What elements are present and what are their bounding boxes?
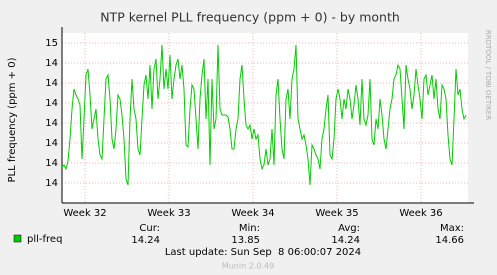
- footer: Munin 2.0.49: [222, 262, 274, 271]
- y-tick-label: 14: [45, 118, 58, 129]
- x-tick-label: Week 36: [399, 208, 442, 219]
- stat-value: 14.66: [435, 235, 464, 246]
- y-tick-label: 14: [45, 58, 58, 69]
- last-update: Last update: Sun Sep 8 06:00:07 2024: [165, 247, 361, 258]
- y-tick-label: 14: [45, 178, 58, 189]
- plot-area: [62, 33, 468, 203]
- legend-swatch: [13, 234, 22, 243]
- data-line: [61, 44, 467, 186]
- x-tick-label: Week 35: [315, 208, 358, 219]
- y-axis-label: PLL frequency (ppm + 0): [7, 57, 18, 182]
- y-tick-label: 14: [45, 98, 58, 109]
- x-tick-label: Week 33: [147, 208, 190, 219]
- stat-header: Cur:: [139, 223, 160, 234]
- legend-label: pll-freq: [27, 234, 62, 245]
- y-tick-label: 14: [45, 158, 58, 169]
- y-tick-label: 14: [45, 78, 58, 89]
- stat-value: 14.24: [331, 235, 360, 246]
- x-tick-label: Week 32: [63, 208, 106, 219]
- stat-value: 13.85: [231, 235, 260, 246]
- chart-title: NTP kernel PLL frequency (ppm + 0) - by …: [100, 10, 400, 25]
- y-tick-label: 15: [45, 38, 58, 49]
- watermark: RRDTOOL / TOBI OETIKER: [484, 30, 492, 120]
- x-tick-label: Week 34: [231, 208, 274, 219]
- stat-header: Min:: [239, 223, 260, 234]
- stat-header: Max:: [440, 223, 464, 234]
- stat-value: 14.24: [131, 235, 160, 246]
- stat-header: Avg:: [338, 223, 360, 234]
- y-tick-label: 14: [45, 138, 58, 149]
